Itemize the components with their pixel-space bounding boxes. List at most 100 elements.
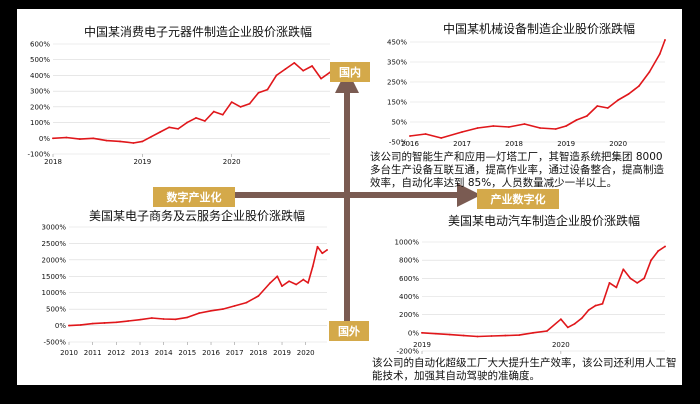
data-point	[284, 68, 287, 71]
data-point	[638, 85, 640, 87]
data-point	[559, 318, 562, 321]
y-tick-label: 300%	[30, 88, 50, 96]
data-point	[326, 249, 328, 251]
data-point	[629, 277, 632, 280]
data-point	[103, 322, 106, 324]
data-point	[316, 245, 319, 248]
data-point	[504, 334, 507, 337]
x-tick-label: 2018	[249, 349, 267, 357]
x-tick-label: 2017	[453, 140, 471, 148]
tag-east: 产业数字化	[477, 189, 559, 209]
x-tick-label: 2010	[60, 349, 78, 357]
data-point	[476, 127, 479, 129]
data-point	[295, 283, 298, 286]
y-tick-label: 3000%	[42, 224, 67, 232]
x-tick-label: 2019	[273, 349, 291, 357]
chart-tl: 中国某消费电子元器件制造企业股价涨跌幅 -100% 0% 100% 200% 300% 40…	[27, 24, 331, 166]
x-tick-label: 2020	[297, 349, 315, 357]
y-tick-label: 350%	[387, 59, 407, 67]
series-line-0	[409, 39, 666, 139]
x-tick-label: 2020	[609, 140, 627, 148]
data-point	[132, 142, 135, 144]
data-point	[311, 65, 314, 67]
data-point	[539, 127, 542, 129]
data-point	[601, 302, 604, 305]
data-point	[92, 137, 95, 140]
data-point	[594, 304, 597, 307]
data-point	[68, 324, 70, 327]
y-tick-label: 250%	[387, 79, 407, 87]
data-point	[210, 309, 212, 312]
data-point	[311, 265, 314, 268]
chart-br: 美国某电动汽车制造企业股价涨跌幅 -200% 0% 200% 400% 600% 800% 1…	[395, 213, 666, 356]
x-tick-label: 2015	[178, 349, 196, 357]
data-point	[648, 71, 651, 73]
data-point	[266, 88, 269, 91]
data-point	[421, 331, 423, 334]
y-tick-label: 1000%	[395, 239, 420, 247]
data-point	[79, 324, 82, 326]
y-tick-label: 200%	[30, 103, 50, 111]
tag-west-label: 数字产业化	[167, 190, 222, 204]
data-point	[239, 105, 242, 108]
data-point	[650, 259, 653, 262]
tag-east-label: 产业数字化	[491, 192, 546, 206]
tag-west: 数字产业化	[153, 187, 235, 207]
chart-title: 美国某电动汽车制造企业股价涨跌幅	[448, 213, 640, 228]
y-tick-label: -50%	[389, 139, 407, 147]
data-point	[105, 139, 108, 142]
data-point	[532, 331, 534, 334]
data-point	[302, 69, 305, 72]
x-tick-label: 2019	[557, 140, 575, 148]
data-point	[186, 121, 188, 124]
data-point	[119, 140, 121, 143]
data-point	[461, 131, 463, 133]
y-tick-label: 1000%	[42, 289, 67, 297]
tag-north-label: 国内	[339, 65, 361, 79]
data-point	[565, 125, 568, 127]
chart-title: 美国某电子商务及云服务企业股价涨跌幅	[89, 208, 305, 223]
data-point	[492, 125, 495, 127]
data-point	[448, 333, 451, 336]
data-point	[168, 126, 171, 129]
data-point	[141, 140, 144, 143]
data-point	[245, 301, 248, 304]
tag-north: 国内	[330, 62, 370, 82]
data-point	[409, 135, 411, 137]
data-point	[476, 335, 479, 338]
y-tick-label: 0%	[55, 322, 66, 330]
data-point	[518, 334, 521, 337]
data-point	[608, 281, 611, 284]
x-tick-label: 2020	[223, 158, 241, 166]
y-tick-label: -100%	[27, 151, 50, 159]
data-point	[186, 316, 189, 319]
y-tick-label: 500%	[30, 56, 50, 64]
data-point	[580, 317, 583, 320]
data-point	[627, 93, 630, 95]
series-line-0	[421, 245, 666, 338]
y-tick-label: 100%	[30, 119, 50, 127]
data-point	[434, 332, 437, 335]
data-point	[91, 322, 94, 325]
slide-canvas: 中国某消费电子元器件制造企业股价涨跌幅 -100% 0% 100% 200% 300% 40…	[27, 21, 666, 357]
tag-south-label: 国外	[338, 324, 360, 338]
y-tick-label: 500%	[46, 306, 66, 314]
data-point	[587, 309, 590, 312]
chart-title: 中国某消费电子元器件制造企业股价涨跌幅	[84, 24, 312, 39]
data-point	[150, 317, 153, 319]
data-point	[150, 135, 153, 138]
chart-title: 中国某机械设备制造企业股价涨跌幅	[443, 21, 635, 36]
data-point	[658, 53, 661, 55]
data-point	[596, 105, 599, 107]
x-tick-label: 2019	[133, 158, 151, 166]
data-point	[204, 120, 206, 122]
data-point	[606, 107, 609, 109]
x-tick-label: 2019	[413, 341, 431, 349]
chart-tr: 中国某机械设备制造企业股价涨跌幅 -50% 50% 150% 250% 350% 450% 2…	[387, 21, 666, 148]
data-point	[302, 278, 305, 281]
x-tick-label: 2013	[131, 349, 149, 357]
y-tick-label: 0%	[408, 329, 419, 337]
y-tick-label: 400%	[30, 72, 50, 80]
data-point	[664, 39, 666, 41]
caption-top-right: 该公司的智能生产和应用—灯塔工厂，其智造系统把集团 8000 多台生产设备互联互…	[370, 151, 664, 189]
